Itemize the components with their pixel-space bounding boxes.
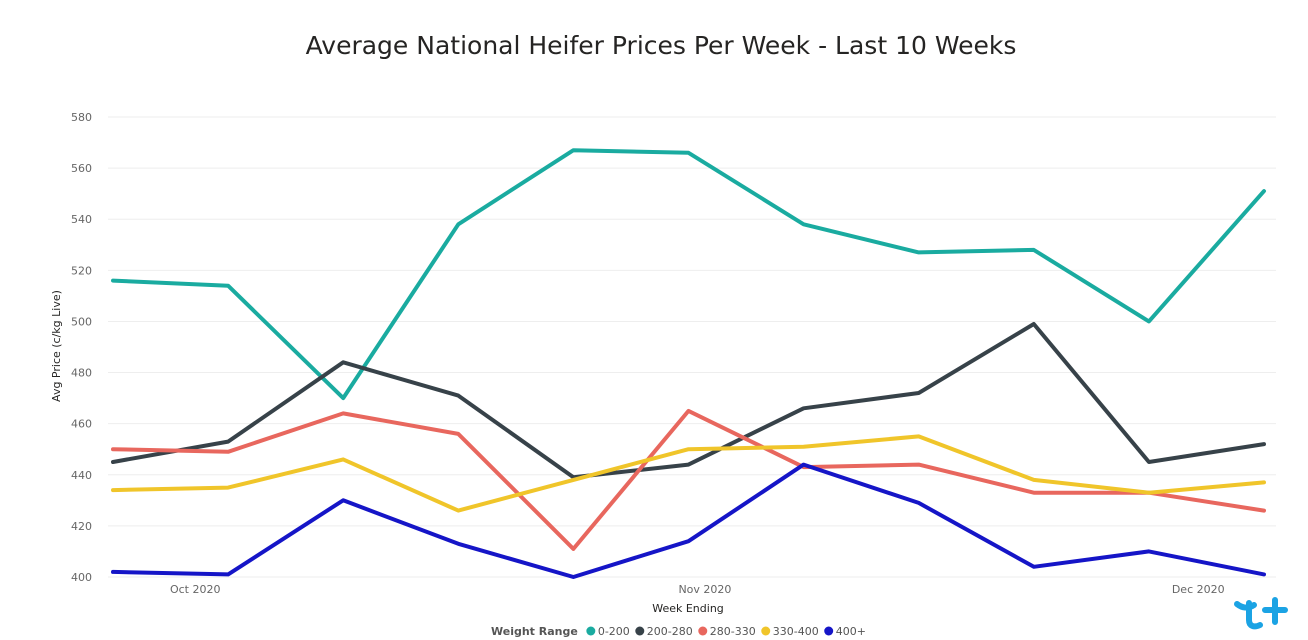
brand-logo-left-mark — [1234, 600, 1263, 630]
series-line-200-280 — [111, 322, 1266, 480]
y-tick-label: 400 — [71, 571, 92, 584]
x-tick-label: Nov 2020 — [678, 583, 731, 596]
y-tick-label: 480 — [71, 367, 92, 380]
x-axis-title: Week Ending — [652, 602, 724, 615]
legend-label-200-280: 200-280 — [647, 625, 693, 638]
gridlines — [108, 116, 1276, 578]
series-line-280-330 — [111, 408, 1266, 551]
chart-title: Average National Heifer Prices Per Week … — [306, 31, 1017, 60]
legend-marker-200-280 — [635, 626, 645, 636]
y-tick-label: 440 — [71, 469, 92, 482]
brand-logo-icon — [1234, 597, 1288, 630]
y-tick-label: 420 — [71, 520, 92, 533]
legend-label-0-200: 0-200 — [598, 625, 630, 638]
legend-title: Weight Range — [491, 625, 578, 638]
legend-items: 0-200 200-280 280-330 330-400 400+ — [586, 625, 866, 638]
series-line-400+ — [111, 462, 1266, 579]
legend-label-400+: 400+ — [836, 625, 866, 638]
series-lines — [111, 148, 1266, 579]
x-tick-label: Dec 2020 — [1172, 583, 1225, 596]
x-tick-label: Oct 2020 — [170, 583, 221, 596]
legend-marker-330-400 — [761, 626, 771, 636]
y-tick-label: 580 — [71, 111, 92, 124]
series-line-330-400 — [111, 434, 1266, 513]
y-tick-label: 500 — [71, 315, 92, 328]
legend-label-330-400: 330-400 — [773, 625, 819, 638]
legend-marker-400+ — [824, 626, 834, 636]
y-tick-label: 520 — [71, 264, 92, 277]
legend-marker-280-330 — [698, 626, 708, 636]
legend: Weight Range 0-200 200-280 280-330 330-400 4… — [491, 625, 866, 638]
legend-marker-0-200 — [586, 626, 596, 636]
y-tick-label: 540 — [71, 213, 92, 226]
x-axis-ticks: Oct 2020 Nov 2020 Dec 2020 — [170, 583, 1225, 596]
y-axis-title: Avg Price (c/kg Live) — [50, 290, 63, 402]
legend-label-280-330: 280-330 — [710, 625, 756, 638]
series-line-0-200 — [111, 148, 1266, 401]
y-tick-label: 460 — [71, 418, 92, 431]
y-axis-ticks: 580 560 540 520 500 480 460 440 420 400 — [71, 111, 92, 584]
brand-logo-right-mark — [1262, 597, 1288, 625]
y-tick-label: 560 — [71, 162, 92, 175]
